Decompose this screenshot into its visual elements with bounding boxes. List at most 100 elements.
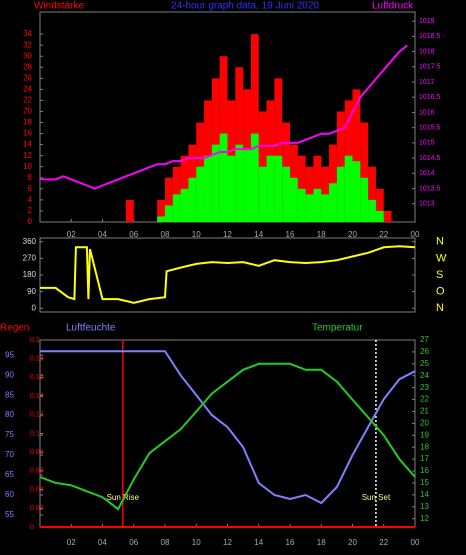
x-tick-label: 10 bbox=[192, 538, 201, 547]
x-tick-label: 14 bbox=[254, 538, 263, 547]
y-tick-label: 24 bbox=[420, 371, 429, 380]
y-tick-label: 0.02 bbox=[30, 505, 44, 512]
y-tick-label: 70 bbox=[5, 450, 14, 459]
y-axis-title: Windstärke bbox=[34, 1, 84, 12]
y-tick-label: 75 bbox=[5, 430, 14, 439]
y-tick-label: 55 bbox=[5, 510, 14, 519]
y-tick-label: 80 bbox=[5, 410, 14, 419]
y-tick-label: 180 bbox=[23, 270, 37, 279]
bar bbox=[313, 188, 322, 222]
bar bbox=[336, 166, 345, 222]
bar bbox=[290, 177, 298, 222]
y-tick-label: 19 bbox=[420, 430, 429, 439]
line bbox=[39, 362, 416, 511]
y-tick-label: 0.04 bbox=[30, 486, 44, 493]
x-tick-label: 02 bbox=[67, 538, 76, 547]
y-tick-label: 28 bbox=[23, 62, 32, 71]
y-tick-label: 0.1 bbox=[30, 430, 40, 437]
line bbox=[40, 245, 416, 304]
y-tick-label: 0.08 bbox=[30, 449, 44, 456]
y-tick-label: 14 bbox=[23, 140, 32, 149]
y-tick-label: 1019 bbox=[419, 18, 435, 25]
bar bbox=[274, 155, 283, 222]
bar bbox=[165, 205, 173, 222]
y-tick-label: 26 bbox=[23, 73, 32, 82]
x-tick-label: 00 bbox=[411, 230, 420, 239]
x-tick-label: 02 bbox=[67, 230, 76, 239]
x-tick-label: 04 bbox=[98, 538, 107, 547]
y3-axis-title: Regen bbox=[0, 323, 29, 334]
chart-title: 24-hour graph data, 19 Juni 2020 bbox=[171, 1, 319, 12]
y-tick-label: 65 bbox=[5, 470, 14, 479]
y-tick-label: W bbox=[436, 252, 447, 264]
bar bbox=[219, 133, 228, 222]
x-tick-label: 14 bbox=[254, 230, 263, 239]
y-tick-label: 1016 bbox=[419, 109, 435, 116]
y-tick-label: 32 bbox=[23, 40, 32, 49]
bar bbox=[172, 194, 181, 222]
x-tick-label: 08 bbox=[161, 538, 170, 547]
y-tick-label: 4 bbox=[28, 195, 33, 204]
y-tick-label: 1017 bbox=[419, 79, 435, 86]
x-tick-label: 18 bbox=[317, 230, 326, 239]
y-tick-label: 0.2 bbox=[30, 337, 40, 344]
y-tick-label: 1013 bbox=[419, 201, 435, 208]
y2-axis-title: Luftdruck bbox=[372, 1, 414, 12]
bar bbox=[180, 188, 189, 222]
y-tick-label: 15 bbox=[420, 478, 429, 487]
y-tick-label: 23 bbox=[420, 383, 429, 392]
y-tick-label: 1013.5 bbox=[419, 185, 441, 192]
y-tick-label: N bbox=[436, 236, 444, 248]
y-axis-title: Luftfeuchte bbox=[66, 323, 116, 334]
y-tick-label: 27 bbox=[420, 335, 429, 344]
bar bbox=[157, 216, 165, 222]
y-tick-label: 22 bbox=[420, 395, 429, 404]
x-tick-label: 16 bbox=[286, 538, 295, 547]
bar bbox=[258, 166, 267, 222]
y-tick-label: 1014.5 bbox=[419, 155, 441, 162]
y-tick-label: 13 bbox=[420, 502, 429, 511]
y-tick-label: 34 bbox=[23, 29, 32, 38]
y-tick-label: 20 bbox=[23, 107, 32, 116]
y-tick-label: 22 bbox=[23, 96, 32, 105]
y-tick-label: 360 bbox=[23, 237, 37, 246]
x-tick-label: 00 bbox=[411, 538, 420, 547]
y-tick-label: 12 bbox=[420, 514, 429, 523]
x-tick-label: 20 bbox=[348, 538, 357, 547]
bar bbox=[266, 155, 275, 222]
bar bbox=[243, 150, 251, 222]
bar bbox=[344, 155, 353, 222]
bar bbox=[329, 183, 337, 222]
y-tick-label: 10 bbox=[23, 162, 32, 171]
bar bbox=[297, 188, 306, 222]
y-tick-label: 0 bbox=[28, 217, 33, 226]
line bbox=[40, 350, 416, 505]
y-tick-label: 20 bbox=[420, 418, 429, 427]
y-tick-label: 16 bbox=[23, 129, 32, 138]
bar bbox=[227, 155, 236, 222]
bar bbox=[204, 155, 212, 222]
plot-area bbox=[39, 339, 416, 528]
bar bbox=[282, 166, 290, 222]
x-tick-label: 18 bbox=[317, 538, 326, 547]
bar bbox=[188, 177, 197, 222]
y-tick-label: 18 bbox=[420, 442, 429, 451]
y-tick-label: O bbox=[436, 286, 445, 298]
bar bbox=[250, 34, 259, 223]
bar bbox=[165, 177, 173, 222]
bar bbox=[360, 122, 369, 222]
y-tick-label: 90 bbox=[5, 370, 14, 379]
y-tick-label: 0.12 bbox=[30, 412, 44, 419]
x-tick-label: 22 bbox=[379, 230, 388, 239]
bar bbox=[250, 133, 259, 222]
y-tick-label: 1015 bbox=[419, 140, 435, 147]
bar bbox=[383, 210, 392, 222]
x-tick-label: 12 bbox=[223, 230, 232, 239]
y-tick-label: 16 bbox=[420, 466, 429, 475]
y-tick-label: 30 bbox=[23, 51, 32, 60]
x-tick-label: 12 bbox=[223, 538, 232, 547]
y-tick-label: 6 bbox=[28, 184, 33, 193]
y-tick-label: 0 bbox=[30, 524, 34, 531]
x-tick-label: 08 bbox=[161, 230, 170, 239]
x-tick-label: 04 bbox=[98, 230, 107, 239]
